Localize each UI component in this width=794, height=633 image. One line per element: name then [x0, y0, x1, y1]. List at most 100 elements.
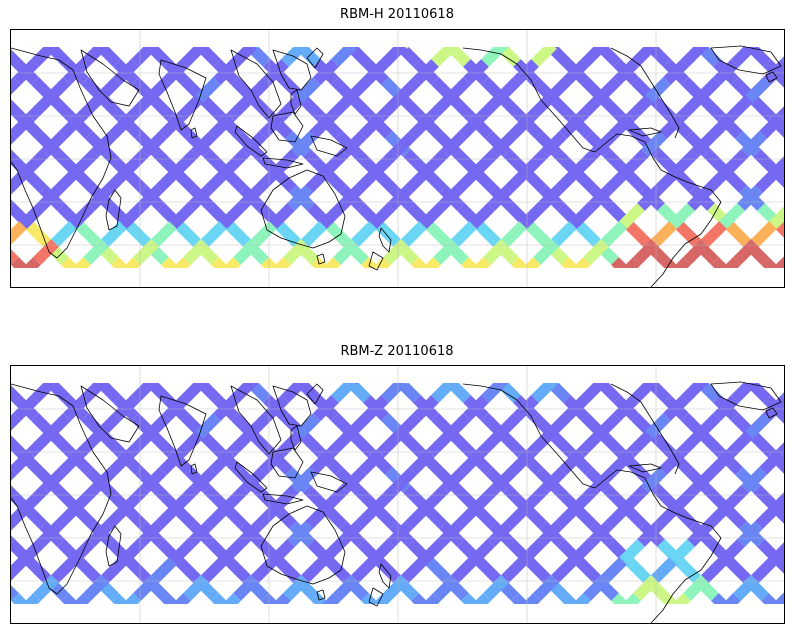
- swath-segment: [205, 503, 231, 529]
- swath-segment: [83, 575, 109, 601]
- swath-segment: [131, 47, 157, 67]
- swath-segment: [727, 95, 753, 121]
- swath-segment: [137, 521, 163, 547]
- swath-segment: [777, 442, 784, 456]
- swath-segment: [103, 485, 129, 511]
- swath-segment: [173, 485, 199, 511]
- swath-segment: [423, 485, 449, 511]
- swath-segment: [81, 383, 107, 403]
- swath-segment: [641, 131, 667, 157]
- swath-segment: [11, 593, 30, 604]
- coastline-path: [262, 493, 304, 505]
- swath-segment: [43, 47, 47, 49]
- satellite-swaths-top: [11, 47, 784, 287]
- swath-segment: [151, 221, 177, 247]
- swath-segment: [613, 395, 639, 421]
- swath-segment: [11, 77, 21, 95]
- swath-segment: [69, 539, 95, 565]
- swath-segment: [283, 279, 301, 287]
- gridlines-top: [11, 30, 784, 287]
- swath-segment: [443, 383, 447, 385]
- swath-segment: [349, 431, 375, 457]
- swath-segment: [693, 383, 697, 385]
- swath-segment: [581, 47, 607, 67]
- swath-segment: [177, 95, 203, 121]
- coastline-path: [462, 47, 722, 287]
- swath-segment: [755, 167, 781, 193]
- swath-segment: [83, 615, 101, 623]
- swath-segment: [351, 615, 369, 623]
- swath-segment: [305, 47, 309, 49]
- swath-segment: [11, 99, 25, 121]
- swath-segment: [181, 47, 207, 67]
- swath-segment: [22, 257, 41, 268]
- swath-segment: [555, 383, 559, 385]
- swath-segment: [69, 203, 95, 229]
- swath-segment: [133, 279, 151, 287]
- coastlines-top: [11, 45, 782, 287]
- swath-segment: [393, 383, 397, 385]
- swath-segment: [491, 131, 517, 157]
- swath-segment: [23, 485, 49, 511]
- swath-segment: [763, 395, 784, 421]
- swath-segment: [461, 593, 480, 604]
- swath-segment: [551, 221, 577, 247]
- coastline-path: [368, 587, 384, 607]
- swath-segment: [551, 279, 569, 287]
- coastline-path: [306, 47, 324, 69]
- swath-segment: [263, 395, 289, 421]
- swath-segment: [201, 221, 227, 247]
- swath-segment: [313, 395, 339, 421]
- swath-segment: [353, 149, 379, 175]
- swath-segment: [643, 383, 647, 385]
- swath-segment: [619, 539, 645, 565]
- swath-segment: [523, 149, 549, 175]
- swath-segment: [305, 167, 331, 193]
- swath-segment: [622, 257, 641, 268]
- swath-segment: [427, 95, 453, 121]
- swath-segment: [341, 467, 367, 493]
- swath-segment: [237, 521, 263, 547]
- swath-segment: [172, 593, 191, 604]
- swath-segment: [553, 485, 579, 511]
- swath-segment: [533, 239, 559, 265]
- swath-segment: [145, 413, 171, 439]
- swath-segment: [333, 239, 359, 265]
- swath-segment: [11, 49, 21, 67]
- swath-segment: [431, 47, 457, 67]
- swath-segment: [101, 615, 119, 623]
- swath-segment: [625, 221, 651, 247]
- swath-segment: [609, 449, 635, 475]
- swath-segment: [719, 203, 745, 229]
- swath-segment: [331, 383, 357, 403]
- swath-segment: [661, 257, 680, 268]
- swath-segment: [123, 485, 149, 511]
- swath-segment: [693, 47, 697, 49]
- swath-segment: [659, 449, 685, 475]
- swath-segment: [283, 615, 301, 623]
- swath-segment: [83, 279, 101, 287]
- swath-segment: [583, 575, 609, 601]
- swath-segment: [601, 557, 627, 583]
- swath-segment: [183, 279, 201, 287]
- coastline-path: [610, 47, 680, 139]
- swath-segment: [355, 383, 359, 385]
- swath-segment: [149, 431, 175, 457]
- swath-segment: [177, 431, 203, 457]
- swath-segment: [263, 59, 289, 85]
- swath-segment: [109, 449, 135, 475]
- swath-segment: [572, 257, 591, 268]
- swath-segment: [231, 47, 257, 67]
- swath-segment: [73, 149, 99, 175]
- swath-segment: [575, 557, 601, 583]
- swath-segment: [501, 279, 519, 287]
- swath-segment: [99, 95, 125, 121]
- swath-segment: [169, 539, 195, 565]
- swath-segment: [37, 521, 63, 547]
- swath-segment: [605, 167, 631, 193]
- swath-segment: [551, 557, 577, 583]
- swath-segment: [725, 221, 751, 247]
- swath-segment: [605, 47, 609, 49]
- swath-segment: [563, 395, 589, 421]
- swath-segment: [601, 221, 627, 247]
